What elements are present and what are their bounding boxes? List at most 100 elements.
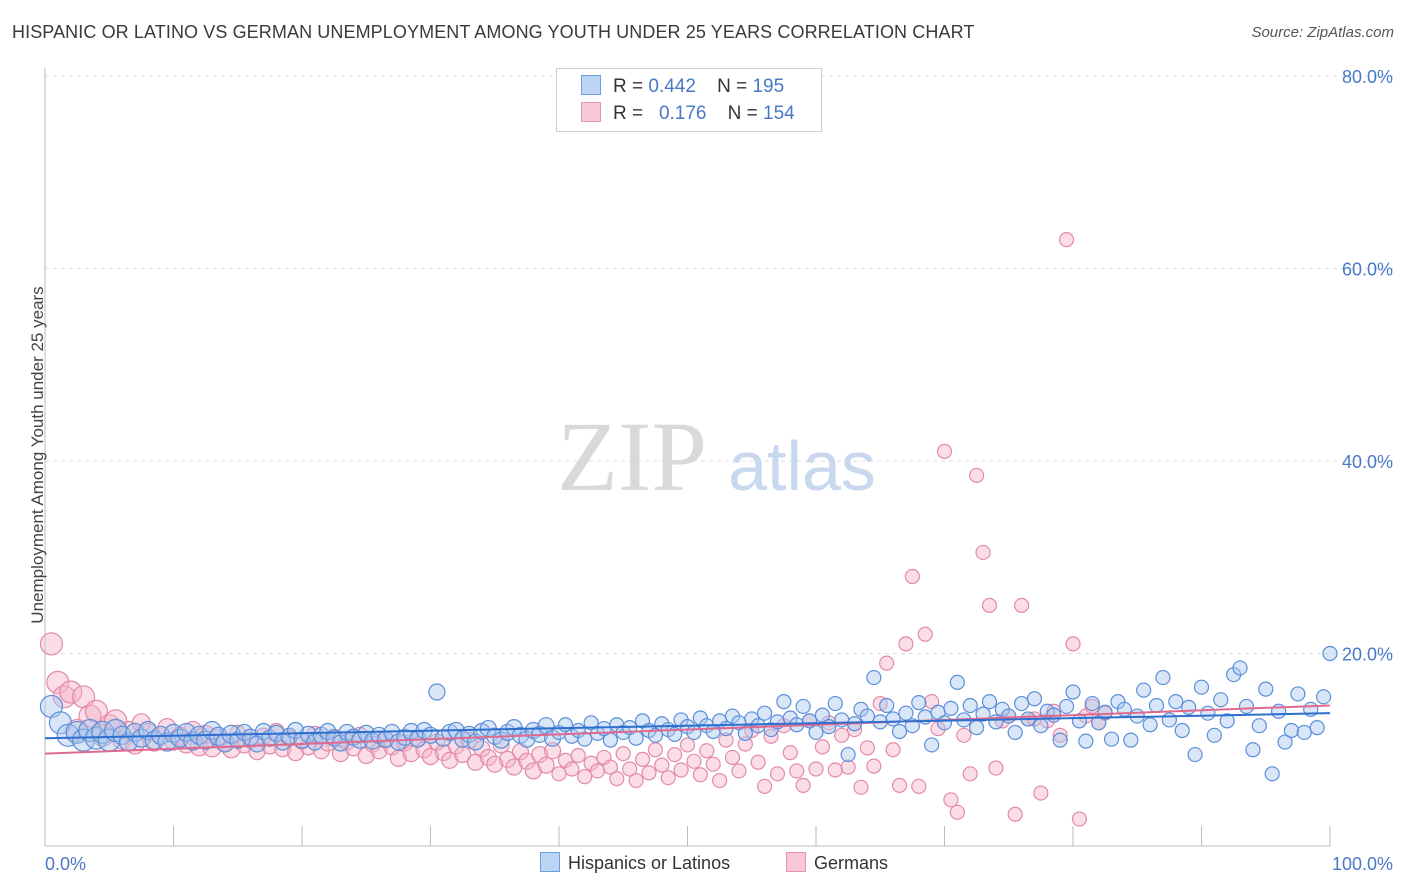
hispanics-point bbox=[969, 720, 985, 736]
y-tick-label: 80.0% bbox=[1342, 67, 1393, 87]
hispanics-point bbox=[924, 737, 940, 753]
germans-point bbox=[917, 626, 933, 642]
hispanics-point bbox=[686, 724, 702, 741]
chart-title: HISPANIC OR LATINO VS GERMAN UNEMPLOYMEN… bbox=[12, 22, 975, 42]
hispanics-point bbox=[962, 697, 978, 714]
germans-point bbox=[756, 778, 773, 794]
germans-point bbox=[885, 742, 901, 758]
hispanics-point bbox=[885, 711, 901, 727]
germans-point bbox=[486, 755, 504, 773]
hispanics-point bbox=[750, 718, 766, 734]
hispanics-point bbox=[1206, 727, 1222, 743]
hispanics-point bbox=[1193, 679, 1210, 695]
n-value: 154 bbox=[763, 103, 795, 124]
hispanics-point bbox=[286, 721, 305, 740]
germans-point bbox=[654, 757, 670, 773]
germans-point bbox=[834, 727, 850, 743]
germans-point bbox=[904, 568, 920, 585]
germans-point bbox=[898, 636, 914, 652]
germans-point bbox=[1052, 727, 1068, 743]
hispanics-point bbox=[1315, 689, 1332, 705]
hispanics-point bbox=[1052, 732, 1068, 748]
germans-point bbox=[415, 741, 433, 759]
germans-point bbox=[962, 766, 978, 782]
germans-point bbox=[814, 739, 831, 755]
germans-point bbox=[879, 655, 895, 671]
germans-point bbox=[46, 670, 70, 694]
germans-point bbox=[531, 745, 549, 764]
hispanics-point bbox=[1161, 712, 1177, 728]
germans-point bbox=[673, 762, 689, 778]
swatch-pink bbox=[581, 102, 601, 122]
tick-labels: 20.0% 40.0% 60.0% 80.0% 0.0% 100.0% bbox=[45, 67, 1393, 874]
germans-point bbox=[705, 756, 721, 772]
germans-point bbox=[795, 777, 811, 793]
hispanics-point bbox=[1290, 686, 1306, 702]
germans-point bbox=[551, 766, 567, 782]
germans-point bbox=[1058, 232, 1075, 248]
hispanics-point bbox=[1065, 684, 1081, 700]
germans-point bbox=[421, 747, 440, 766]
hispanics-point bbox=[808, 724, 824, 741]
hispanics-point bbox=[1213, 692, 1229, 708]
germans-point bbox=[1013, 597, 1030, 613]
hispanics-point bbox=[1174, 722, 1190, 739]
swatch-blue bbox=[581, 75, 601, 95]
germans-point bbox=[750, 754, 766, 770]
germans-point bbox=[949, 804, 965, 820]
hispanics-point bbox=[1142, 717, 1158, 733]
germans-point bbox=[1071, 811, 1088, 827]
germans-point bbox=[866, 758, 882, 774]
axes bbox=[44, 68, 1331, 847]
hispanics-point bbox=[1148, 697, 1165, 714]
hispanics-point bbox=[898, 705, 914, 721]
hispanics-point bbox=[428, 683, 446, 701]
hispanics-point bbox=[1309, 720, 1325, 736]
germans-point bbox=[686, 753, 702, 769]
legend-label: Hispanics or Latinos bbox=[568, 853, 731, 873]
hispanics-point bbox=[776, 694, 792, 710]
germans-point bbox=[712, 772, 728, 789]
hispanics-point bbox=[306, 733, 324, 751]
x-tick-label-max: 100.0% bbox=[1332, 854, 1393, 874]
germans-point bbox=[975, 544, 991, 561]
swatch-blue bbox=[540, 852, 560, 872]
germans-point bbox=[936, 443, 953, 459]
germans-point bbox=[769, 766, 786, 782]
hispanics-point bbox=[827, 695, 843, 712]
germans-point bbox=[615, 745, 631, 762]
hispanics-point bbox=[1084, 695, 1100, 712]
germans-point bbox=[718, 732, 734, 748]
r-label: R = bbox=[613, 103, 644, 124]
watermark-atlas: atlas bbox=[728, 427, 876, 505]
hispanics-point bbox=[1123, 732, 1139, 748]
germans-point bbox=[59, 680, 83, 704]
hispanics-point bbox=[1058, 698, 1075, 715]
hispanics-point bbox=[1181, 699, 1197, 716]
hispanics-point bbox=[1277, 734, 1293, 750]
legend-label: Germans bbox=[814, 853, 889, 873]
germans-trend-line bbox=[44, 704, 1331, 755]
watermark-zip: ZIP bbox=[557, 401, 707, 512]
germans-point bbox=[789, 763, 805, 779]
germans-point bbox=[943, 792, 959, 808]
source-credit: Source: ZipAtlas.com bbox=[1251, 24, 1394, 41]
hispanics-point bbox=[1103, 731, 1120, 747]
germans-point bbox=[782, 745, 798, 761]
y-tick-label: 40.0% bbox=[1342, 452, 1393, 472]
swatch-pink bbox=[786, 852, 806, 872]
hispanics-point bbox=[1232, 660, 1248, 676]
hispanics-point bbox=[821, 719, 837, 735]
bottom-legend-hispanics: Hispanics or Latinos bbox=[540, 852, 730, 874]
hispanics-point bbox=[1097, 704, 1113, 720]
hispanics-point bbox=[1155, 669, 1171, 686]
hispanics-point bbox=[1078, 733, 1094, 749]
hispanics-point bbox=[1200, 705, 1216, 721]
hispanics-point bbox=[1264, 766, 1280, 782]
germans-point bbox=[731, 763, 747, 779]
hispanics-point bbox=[1001, 708, 1017, 724]
hispanics-point bbox=[319, 722, 337, 741]
germans-point bbox=[39, 632, 64, 656]
germans-point bbox=[589, 763, 606, 779]
